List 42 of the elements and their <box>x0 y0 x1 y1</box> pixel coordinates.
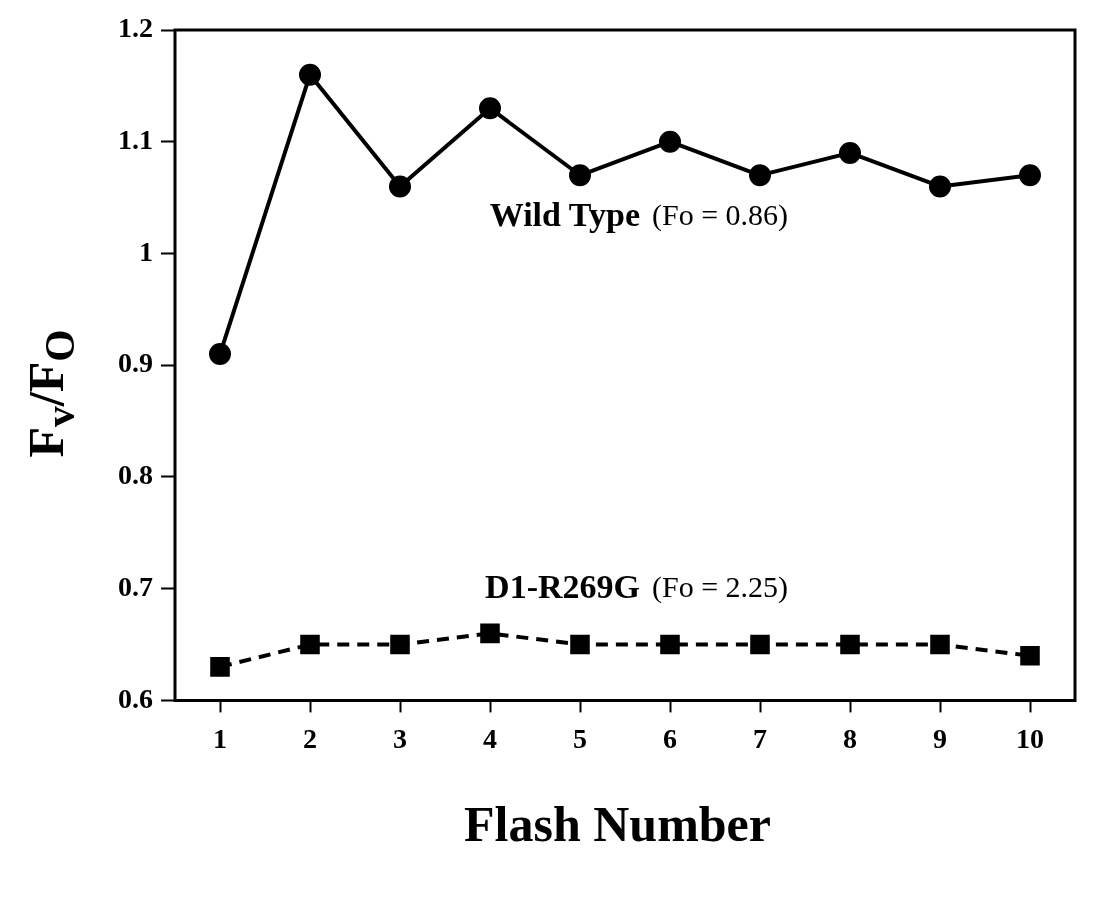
x-tick-label: 10 <box>1016 723 1044 755</box>
x-tick-label: 2 <box>303 723 317 755</box>
point <box>300 634 320 655</box>
y-tick-label: 0.7 <box>118 570 153 602</box>
annotation: (Fo = 2.25) <box>652 570 789 605</box>
point <box>1020 645 1040 666</box>
x-tick-label: 3 <box>393 723 407 755</box>
x-tick-label: 9 <box>933 723 947 755</box>
x-tick-label: 5 <box>573 723 587 755</box>
point <box>659 130 681 153</box>
point <box>389 175 411 198</box>
x-tick-label: 7 <box>753 723 767 755</box>
x-tick-label: 8 <box>843 723 857 755</box>
point <box>570 634 590 655</box>
series-label: D1-R269G <box>485 568 640 606</box>
point <box>660 634 680 655</box>
point <box>569 164 591 187</box>
point <box>750 634 770 655</box>
x-tick-label: 6 <box>663 723 677 755</box>
x-tick-label: 4 <box>483 723 497 755</box>
point <box>930 634 950 655</box>
series-label: Wild Type <box>489 195 640 233</box>
annotation: (Fo = 0.86) <box>652 197 789 232</box>
x-tick-label: 1 <box>213 723 227 755</box>
point <box>209 343 231 366</box>
point <box>840 634 860 655</box>
y-tick-label: 1 <box>139 235 153 267</box>
y-tick-label: 0.9 <box>118 347 153 379</box>
point <box>749 164 771 187</box>
point <box>299 63 321 86</box>
point <box>839 141 861 164</box>
x-axis-title: Flash Number <box>463 795 772 853</box>
y-tick-label: 0.6 <box>118 682 153 714</box>
point <box>929 175 951 198</box>
point <box>479 97 501 120</box>
point <box>1019 164 1041 187</box>
point <box>480 623 500 644</box>
y-tick-label: 0.8 <box>118 459 153 491</box>
y-tick-label: 1.1 <box>118 123 153 155</box>
point <box>390 634 410 655</box>
y-tick-label: 1.2 <box>118 12 153 44</box>
point <box>210 657 230 677</box>
